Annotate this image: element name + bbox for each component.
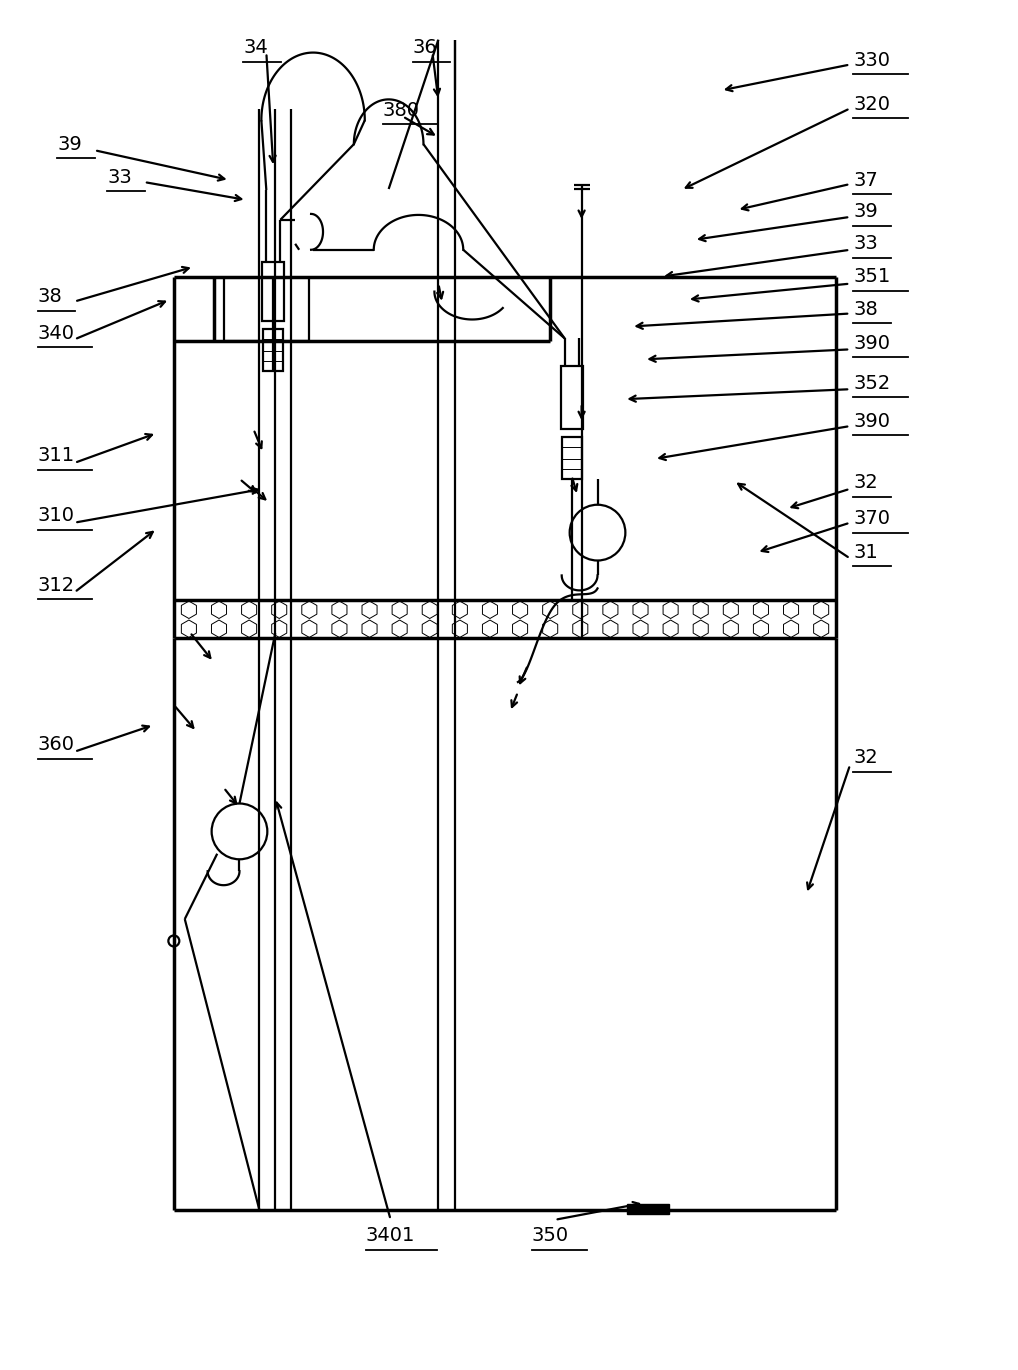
Text: 360: 360 (38, 736, 74, 755)
Text: 38: 38 (38, 288, 62, 306)
Text: 370: 370 (853, 510, 890, 529)
Text: 310: 310 (38, 506, 74, 525)
Text: 390: 390 (853, 411, 890, 430)
Text: 330: 330 (853, 51, 890, 70)
Text: 33: 33 (107, 167, 132, 186)
Text: 39: 39 (853, 203, 878, 222)
Text: 351: 351 (853, 267, 891, 286)
Bar (627, 1204, 669, 1214)
Text: 38: 38 (853, 300, 878, 319)
Text: 37: 37 (853, 170, 878, 189)
Text: 380: 380 (383, 101, 419, 119)
Text: 33: 33 (853, 234, 878, 253)
Bar (561, 366, 582, 429)
Text: 350: 350 (531, 1226, 569, 1245)
Text: 320: 320 (853, 95, 890, 114)
Text: 31: 31 (853, 543, 878, 562)
Text: 340: 340 (38, 323, 74, 342)
Bar (264, 329, 283, 371)
Text: 32: 32 (853, 473, 878, 492)
Bar (263, 262, 284, 322)
Bar (562, 437, 581, 480)
Text: 36: 36 (412, 38, 438, 58)
Text: 312: 312 (38, 575, 74, 595)
Text: 390: 390 (853, 334, 890, 353)
Text: 32: 32 (853, 748, 878, 767)
Text: 34: 34 (243, 38, 268, 58)
Text: 352: 352 (853, 374, 891, 393)
Text: 39: 39 (57, 134, 82, 153)
Text: 3401: 3401 (365, 1226, 415, 1245)
Text: 311: 311 (38, 447, 74, 466)
